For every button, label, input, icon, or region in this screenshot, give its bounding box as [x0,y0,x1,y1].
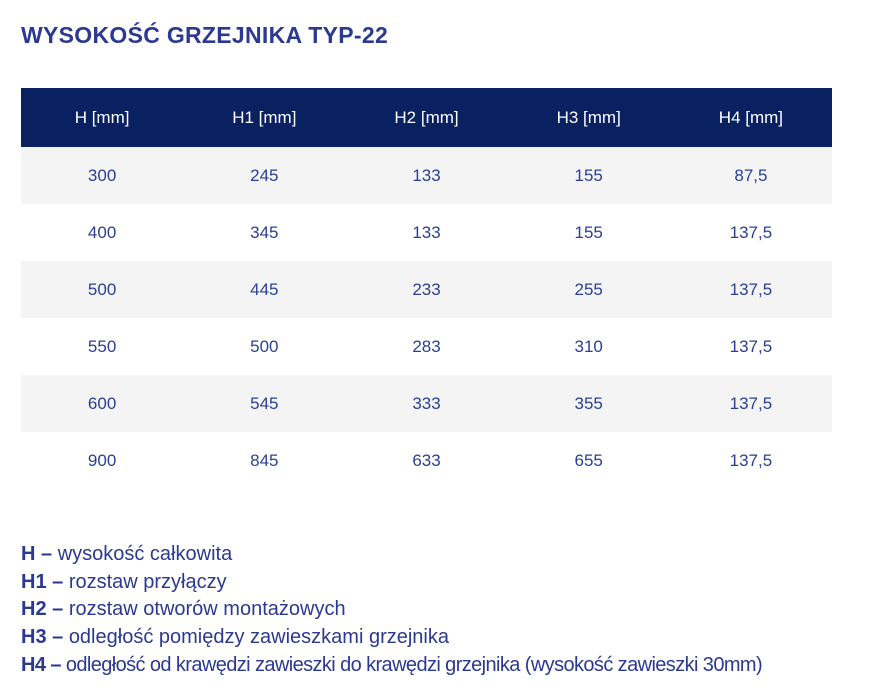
cell-h4: 87,5 [734,165,768,185]
cell-h1: 245 [250,165,279,185]
legend-term: H4 – [21,653,61,676]
cell-h: 400 [87,222,117,242]
cell-h1: 545 [250,393,279,413]
column-header-h3: H3 [mm] [556,107,621,127]
table-row: 600 545 333 355 137,5 [21,375,832,432]
cell-h3: 155 [574,222,603,242]
table-row: 550 500 283 310 137,5 [21,318,832,375]
cell-h1: 500 [250,336,279,356]
cell-h4: 137,5 [729,336,773,356]
legend-description: odległość od krawędzi zawieszki do krawę… [65,653,763,676]
legend-item-h: H – wysokość całkowita [21,541,870,569]
legend-term: H3 – [21,626,64,649]
cell-h1: 445 [250,279,279,299]
cell-h3: 155 [574,165,603,185]
legend-item-h4: H4 – odległość od krawędzi zawieszki do … [21,652,870,680]
cell-h3: 355 [574,393,603,413]
legend-term: H – [21,543,53,565]
cell-h: 600 [87,393,117,413]
cell-h3: 310 [574,336,603,356]
table-row: 300 245 133 155 87,5 [21,147,832,204]
legend-description: odległość pomiędzy zawieszkami grzejnika [68,626,449,649]
column-header-h4: H4 [mm] [718,107,784,127]
table-row: 500 445 233 255 137,5 [21,261,832,318]
page-title: WYSOKOŚĆ GRZEJNIKA TYP-22 [21,22,389,49]
table-header-row: H [mm] H1 [mm] H2 [mm] H3 [mm] H4 [mm] [21,88,832,147]
table-row: 900 845 633 655 137,5 [21,432,832,489]
cell-h: 500 [87,279,117,299]
legend-description: rozstaw przyłączy [68,570,227,593]
cell-h: 550 [87,336,117,356]
cell-h1: 845 [250,450,279,470]
legend-term: H1 – [21,570,64,593]
radiator-height-table: H [mm] H1 [mm] H2 [mm] H3 [mm] H4 [mm] 3… [21,88,832,489]
dimension-legend: H – wysokość całkowita H1 – rozstaw przy… [21,541,870,680]
cell-h4: 137,5 [729,450,773,470]
legend-description: wysokość całkowita [57,543,233,565]
table-row: 400 345 133 155 137,5 [21,204,832,261]
cell-h4: 137,5 [729,222,773,242]
legend-item-h2: H2 – rozstaw otworów montażowych [21,596,870,624]
cell-h3: 655 [574,450,603,470]
cell-h2: 283 [412,336,441,356]
legend-item-h1: H1 – rozstaw przyłączy [21,569,870,597]
legend-description: rozstaw otworów montażowych [68,598,346,621]
cell-h2: 133 [412,222,441,242]
column-header-h: H [mm] [74,107,130,127]
column-header-h1: H1 [mm] [232,107,297,127]
legend-item-h3: H3 – odległość pomiędzy zawieszkami grze… [21,624,870,652]
cell-h2: 233 [412,279,441,299]
cell-h1: 345 [250,222,279,242]
cell-h: 900 [87,450,117,470]
cell-h2: 633 [412,450,441,470]
legend-term: H2 – [21,598,64,621]
cell-h4: 137,5 [729,279,773,299]
cell-h2: 333 [412,393,441,413]
cell-h: 300 [87,165,117,185]
cell-h3: 255 [574,279,603,299]
column-header-h2: H2 [mm] [394,107,459,127]
cell-h2: 133 [412,165,441,185]
cell-h4: 137,5 [729,393,773,413]
